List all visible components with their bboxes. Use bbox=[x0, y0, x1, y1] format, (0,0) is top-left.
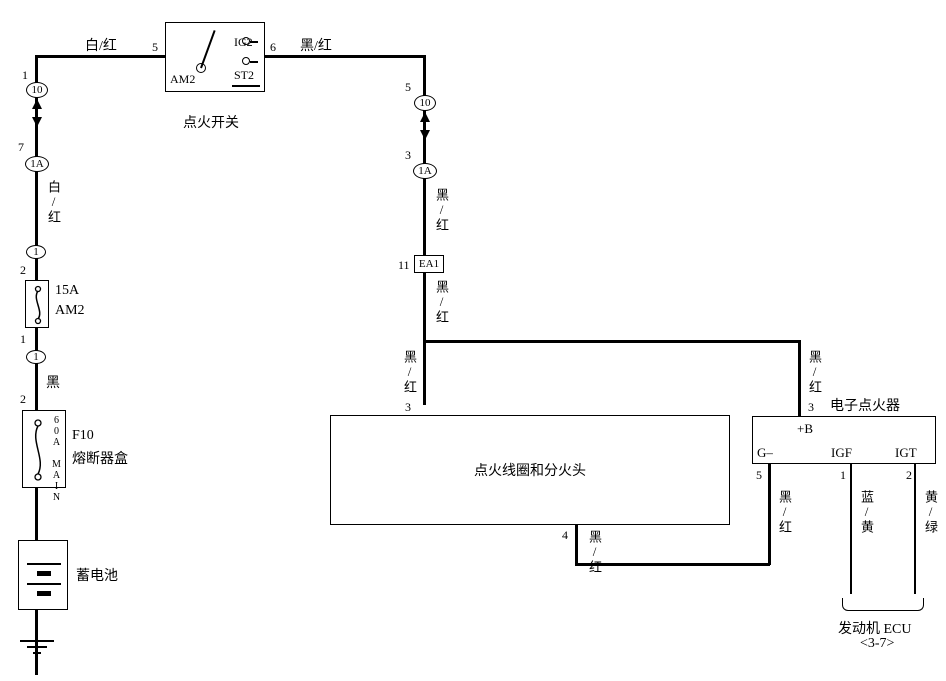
pin-c10-right-top: 5 bbox=[405, 80, 411, 95]
wire-top-left bbox=[35, 55, 165, 58]
fuse-box-f10: 60A MAIN bbox=[22, 410, 66, 488]
wire-igf-down bbox=[850, 464, 852, 594]
ecu-label-1: 发动机 ECU bbox=[838, 618, 912, 638]
wire-coil-to-gnd bbox=[575, 563, 770, 566]
switch-ig2-label: IG2 bbox=[234, 35, 253, 50]
switch-pin-left: 5 bbox=[152, 40, 158, 55]
coil-pin-bottom: 4 bbox=[562, 528, 568, 543]
fuse-box-name: F10 bbox=[72, 428, 94, 444]
igniter-G: G– bbox=[757, 445, 773, 461]
wire-color-branch: 黑/红 bbox=[805, 350, 824, 394]
igniter-title: 电子点火器 bbox=[830, 395, 900, 415]
connector-EA1-label: EA1 bbox=[419, 258, 439, 270]
wire-branch-to-igniter bbox=[423, 340, 800, 343]
wire-into-g bbox=[768, 480, 771, 565]
wire-color-top-right: 黑/红 bbox=[300, 35, 332, 55]
fuse-am2-box bbox=[25, 280, 49, 328]
connector-EA1: EA1 bbox=[414, 255, 444, 273]
coil-distributor-box: 点火线圈和分火头 bbox=[330, 415, 730, 525]
connector-1A-left-label: 1A bbox=[30, 158, 43, 170]
ignition-switch-label: 点火开关 bbox=[183, 112, 239, 132]
switch-lever bbox=[200, 30, 216, 68]
wire-coil-bottom bbox=[575, 525, 578, 565]
batt-plate-long2 bbox=[27, 583, 61, 585]
fuse-box-desc: 熔断器盒 bbox=[72, 448, 128, 468]
pin-c10-left-top: 1 bbox=[22, 68, 28, 83]
switch-st2-label: ST2 bbox=[234, 68, 254, 83]
arrow-c10r-dn bbox=[420, 130, 430, 140]
igniter-plusB: +B bbox=[797, 421, 813, 437]
batt-plate-long1 bbox=[27, 563, 61, 565]
wire-igt-down bbox=[914, 464, 916, 594]
fuse-am2-label-bottom: AM2 bbox=[55, 303, 85, 319]
wire-color-left-upper: 白/红 bbox=[44, 180, 63, 224]
connector-1-lower: 1 bbox=[26, 350, 46, 364]
connector-1-lower-label: 1 bbox=[33, 351, 39, 363]
battery-label: 蓄电池 bbox=[76, 565, 118, 585]
connector-10-right: 10 bbox=[414, 95, 436, 111]
arrow-c10l-dn bbox=[32, 117, 42, 127]
switch-am2-label: AM2 bbox=[170, 72, 195, 87]
connector-10-left-label: 10 bbox=[32, 84, 43, 96]
connector-10-left: 10 bbox=[26, 82, 48, 98]
arrow-c10r-up bbox=[420, 112, 430, 122]
connector-1A-right: 1A bbox=[413, 163, 437, 179]
igniter-box: +B G– IGF IGT bbox=[752, 416, 936, 464]
coil-pin-top: 3 bbox=[405, 400, 411, 415]
connector-1-upper-label: 1 bbox=[33, 246, 39, 258]
connector-1-upper: 1 bbox=[26, 245, 46, 259]
batt-plate-short2 bbox=[37, 591, 51, 596]
fuse-am2-symbol bbox=[26, 281, 50, 329]
wire-color-left-lower: 黑 bbox=[46, 372, 60, 392]
wire-color-right-mid-a: 黑/红 bbox=[432, 280, 451, 324]
batt-plate-short1 bbox=[37, 571, 51, 576]
wire-top-right bbox=[265, 55, 425, 58]
fuse-am2-label-top: 15A bbox=[55, 283, 79, 299]
wire-color-right-upper: 黑/红 bbox=[432, 188, 451, 232]
ecu-label-2: <3-7> bbox=[860, 636, 894, 652]
igniter-pin-top: 3 bbox=[808, 400, 814, 415]
arrow-c10l-up bbox=[32, 99, 42, 109]
connector-1A-left: 1A bbox=[25, 156, 49, 172]
fuse-box-side-label: 60A MAIN bbox=[51, 415, 62, 503]
pin-below-fuse: 1 bbox=[20, 332, 26, 347]
pin-c1u-bottom: 2 bbox=[20, 263, 26, 278]
ecu-brace bbox=[842, 598, 924, 611]
battery-box bbox=[18, 540, 68, 610]
pin-c1A-right: 3 bbox=[405, 148, 411, 163]
ground-symbol bbox=[20, 640, 54, 660]
connector-1A-right-label: 1A bbox=[418, 165, 431, 177]
wire-g-down bbox=[768, 464, 771, 482]
pin-c1l-bottom: 2 bbox=[20, 392, 26, 407]
st2-underline bbox=[232, 85, 260, 87]
contact-st2 bbox=[250, 61, 258, 63]
wire-color-g-down: 黑/红 bbox=[775, 490, 794, 534]
wire-color-right-mid-b: 黑/红 bbox=[400, 350, 419, 394]
switch-pin-right: 6 bbox=[270, 40, 276, 55]
wire-color-igt-down: 黄/绿 bbox=[921, 490, 940, 534]
connector-10-right-label: 10 bbox=[420, 97, 431, 109]
coil-distributor-label: 点火线圈和分火头 bbox=[474, 460, 586, 480]
wire-color-top-left: 白/红 bbox=[85, 35, 117, 55]
pin-c10-left-bottom: 7 bbox=[18, 140, 24, 155]
igniter-pin-G: 5 bbox=[756, 468, 762, 483]
pin-EA1: 11 bbox=[398, 258, 410, 273]
wire-into-igniter bbox=[798, 340, 801, 416]
igniter-pin-IGF: 1 bbox=[840, 468, 846, 483]
wire-color-igf-down: 蓝/黄 bbox=[857, 490, 876, 534]
wire-color-coil-bottom: 黑/红 bbox=[585, 530, 604, 574]
term-st2 bbox=[242, 57, 250, 65]
igniter-IGF: IGF bbox=[831, 445, 852, 461]
igniter-IGT: IGT bbox=[895, 445, 917, 461]
igniter-pin-IGT: 2 bbox=[906, 468, 912, 483]
